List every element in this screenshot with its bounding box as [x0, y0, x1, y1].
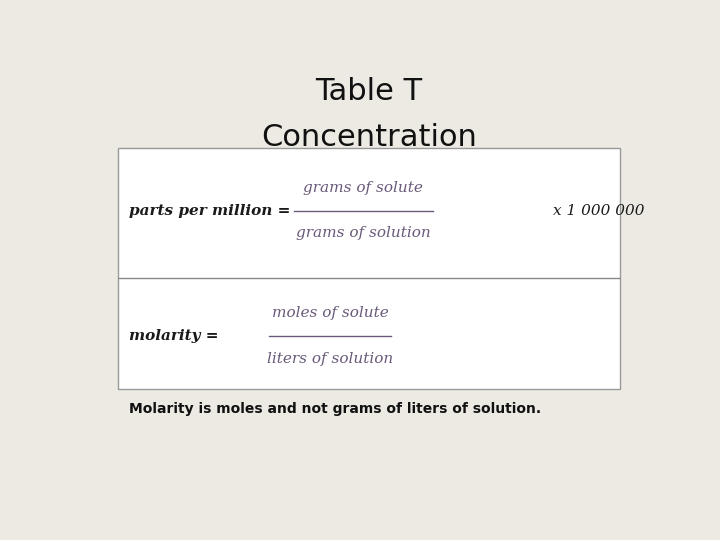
Text: Concentration: Concentration	[261, 123, 477, 152]
Text: Molarity is moles and not grams of liters of solution.: Molarity is moles and not grams of liter…	[129, 402, 541, 416]
Text: x 1 000 000: x 1 000 000	[553, 204, 644, 218]
FancyBboxPatch shape	[118, 148, 620, 389]
Text: moles of solute: moles of solute	[271, 306, 388, 320]
Text: grams of solution: grams of solution	[296, 226, 431, 240]
Text: Table T: Table T	[315, 77, 423, 106]
Text: molarity =: molarity =	[129, 329, 224, 343]
Text: parts per million =: parts per million =	[129, 204, 296, 218]
Text: liters of solution: liters of solution	[267, 352, 393, 366]
Text: grams of solute: grams of solute	[304, 181, 423, 195]
